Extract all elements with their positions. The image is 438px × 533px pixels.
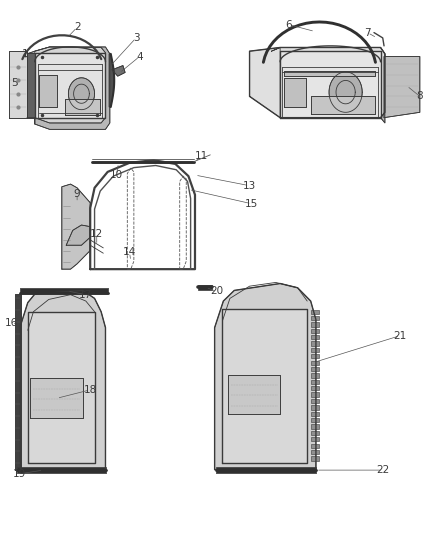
Polygon shape — [9, 51, 27, 118]
Polygon shape — [20, 290, 106, 470]
Polygon shape — [198, 285, 212, 290]
Polygon shape — [311, 316, 318, 320]
Polygon shape — [272, 47, 385, 123]
Text: 20: 20 — [210, 286, 223, 296]
Polygon shape — [311, 335, 318, 340]
Text: 15: 15 — [245, 199, 258, 209]
Text: 16: 16 — [5, 318, 18, 328]
Polygon shape — [311, 361, 318, 365]
Polygon shape — [311, 329, 318, 333]
Polygon shape — [311, 456, 318, 461]
Polygon shape — [215, 467, 316, 473]
Polygon shape — [311, 450, 318, 454]
Polygon shape — [311, 443, 318, 448]
Polygon shape — [112, 66, 125, 76]
Polygon shape — [311, 342, 318, 346]
Polygon shape — [311, 322, 318, 327]
Text: 3: 3 — [133, 33, 139, 43]
Text: 5: 5 — [11, 78, 18, 88]
Polygon shape — [329, 72, 362, 112]
Text: 19: 19 — [12, 469, 26, 479]
Polygon shape — [280, 51, 381, 118]
Polygon shape — [66, 225, 90, 245]
Polygon shape — [27, 53, 35, 118]
Polygon shape — [284, 78, 306, 107]
Polygon shape — [215, 284, 316, 470]
Text: 13: 13 — [243, 181, 256, 191]
Polygon shape — [17, 467, 106, 473]
Text: 1: 1 — [21, 49, 28, 59]
Text: 11: 11 — [195, 151, 208, 161]
Polygon shape — [311, 379, 318, 384]
Polygon shape — [28, 312, 95, 463]
Polygon shape — [311, 354, 318, 359]
Polygon shape — [39, 75, 57, 107]
Polygon shape — [68, 78, 95, 110]
Polygon shape — [250, 47, 385, 118]
Text: 8: 8 — [417, 91, 423, 101]
Polygon shape — [109, 54, 114, 107]
Polygon shape — [30, 378, 83, 418]
Polygon shape — [311, 367, 318, 371]
Polygon shape — [20, 288, 108, 293]
Polygon shape — [27, 47, 110, 130]
Text: 4: 4 — [136, 52, 143, 61]
Polygon shape — [311, 348, 318, 352]
Polygon shape — [311, 424, 318, 429]
Polygon shape — [311, 431, 318, 435]
Polygon shape — [311, 411, 318, 416]
Polygon shape — [35, 53, 106, 118]
Polygon shape — [14, 294, 21, 470]
Polygon shape — [311, 310, 318, 314]
Text: 17: 17 — [79, 289, 92, 300]
Polygon shape — [62, 184, 90, 269]
Text: 6: 6 — [286, 20, 292, 30]
Polygon shape — [35, 47, 106, 124]
Polygon shape — [311, 373, 318, 377]
Polygon shape — [223, 309, 307, 463]
Text: 12: 12 — [90, 229, 103, 239]
Polygon shape — [311, 437, 318, 441]
Text: 18: 18 — [84, 385, 97, 395]
Text: 9: 9 — [74, 189, 81, 199]
Polygon shape — [311, 418, 318, 422]
Polygon shape — [65, 99, 100, 115]
Polygon shape — [311, 392, 318, 397]
Polygon shape — [284, 71, 375, 76]
Polygon shape — [311, 96, 375, 115]
Polygon shape — [228, 375, 280, 414]
Text: 14: 14 — [123, 247, 136, 257]
Polygon shape — [311, 399, 318, 403]
Text: 10: 10 — [110, 170, 123, 180]
Text: 7: 7 — [364, 28, 371, 38]
Text: 21: 21 — [394, 330, 407, 341]
Text: 22: 22 — [376, 465, 389, 475]
Text: 2: 2 — [74, 22, 81, 33]
Polygon shape — [311, 405, 318, 409]
Polygon shape — [311, 386, 318, 390]
Polygon shape — [384, 56, 420, 118]
